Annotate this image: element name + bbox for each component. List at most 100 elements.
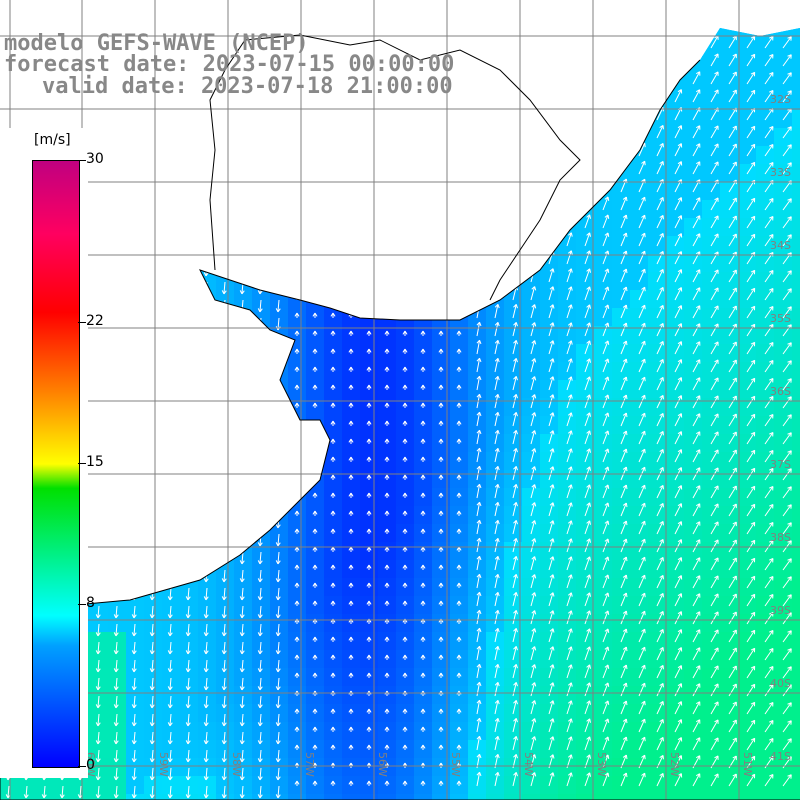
wave-cell [252,254,271,273]
wave-cell [252,200,271,219]
wave-cell [486,200,505,219]
wave-arrow-head [402,258,406,263]
wave-arrow-head [696,18,699,20]
wave-arrow-head [368,28,372,29]
wave-cell [414,236,433,255]
wave-arrow [151,389,154,402]
wave-cell [126,164,145,183]
wave-cell [270,128,289,147]
wave-cell [198,344,217,363]
wave-cell [414,290,433,309]
wave-arrow [277,137,280,150]
wave-arrow-head [420,132,424,137]
wave-arrow-head [151,218,155,223]
wave-arrow-head [95,200,99,205]
wave-arrow-head [131,110,135,115]
wave-arrow-head [494,249,499,254]
wave-cell [198,686,217,705]
wave-cell [270,686,289,705]
wave-arrow [277,227,280,240]
wave-arrow [151,155,154,168]
wave-arrow-head [133,236,137,241]
wave-cell [306,236,325,255]
wave-cell [378,182,397,201]
wave-arrow [133,191,136,204]
wave-cell [792,146,800,165]
wave-arrow [187,119,190,132]
wave-arrow [277,155,280,168]
wave-cell [234,434,253,453]
wave-arrow-head [420,240,424,245]
wave-arrow [620,124,627,139]
wave-arrow-head [515,124,518,129]
wave-arrow-head [607,268,610,273]
wave-arrow-head [590,17,591,21]
wave-arrow-head [497,232,500,237]
wave-cell [180,542,199,561]
wave-arrow-head [151,362,155,367]
wave-cell [198,470,217,489]
wave-arrow-head [567,214,572,218]
wave-cell [144,146,163,165]
wave-arrow-head [422,28,426,29]
wave-cell [540,236,559,255]
wave-arrow-head [332,168,336,173]
wave-cell [252,326,271,345]
wave-cell [540,218,559,237]
wave-cell [90,650,109,669]
wave-arrow-head [384,312,388,317]
wave-cell [234,632,253,651]
wave-cell [216,200,235,219]
wave-arrow-head [531,196,535,200]
wave-cell [594,164,613,183]
wave-arrow [187,227,190,240]
wave-cell [108,614,127,633]
wave-arrow-head [494,213,499,218]
wave-cell [486,236,505,255]
wave-arrow-head [277,380,281,385]
wave-cell [342,218,361,237]
wave-arrow-head [312,186,316,191]
wave-arrow-head [151,200,155,205]
wave-arrow [205,299,208,312]
wave-arrow [476,28,481,31]
wave-arrow-head [169,290,173,295]
wave-arrow [259,155,262,168]
wave-arrow [151,353,154,366]
wave-arrow-head [97,362,101,367]
wave-arrow [7,101,10,114]
wave-cell [144,308,163,327]
wave-arrow-head [133,362,137,367]
wave-arrow-head [115,290,119,295]
wave-cell [396,272,415,291]
wave-arrow-head [479,268,482,273]
wave-arrow-head [185,110,189,115]
wave-arrow-head [607,214,610,219]
wave-cell [234,704,253,723]
wave-cell [414,254,433,273]
wave-cell [342,146,361,165]
wave-cell [216,362,235,381]
wave-cell [108,632,127,651]
wave-cell [378,794,397,800]
wave-arrow-head [257,362,261,367]
wave-arrow-head [241,344,245,349]
wave-arrow [151,335,154,348]
wave-arrow-head [513,232,517,236]
wave-arrow-head [259,146,263,151]
wave-arrow-head [386,312,390,317]
wave-arrow-head [384,222,388,227]
wave-cell [792,686,800,705]
wave-cell [252,272,271,291]
wave-arrow [97,191,100,204]
wave-arrow-head [607,322,610,327]
wave-arrow-head [97,146,101,151]
wave-arrow-head [97,236,101,241]
wave-arrow-head [513,196,517,200]
wave-arrow-head [169,146,173,151]
wave-arrow [494,106,499,121]
wave-cell [180,218,199,237]
wave-arrow-head [402,114,406,119]
wave-arrow-head [259,362,263,367]
